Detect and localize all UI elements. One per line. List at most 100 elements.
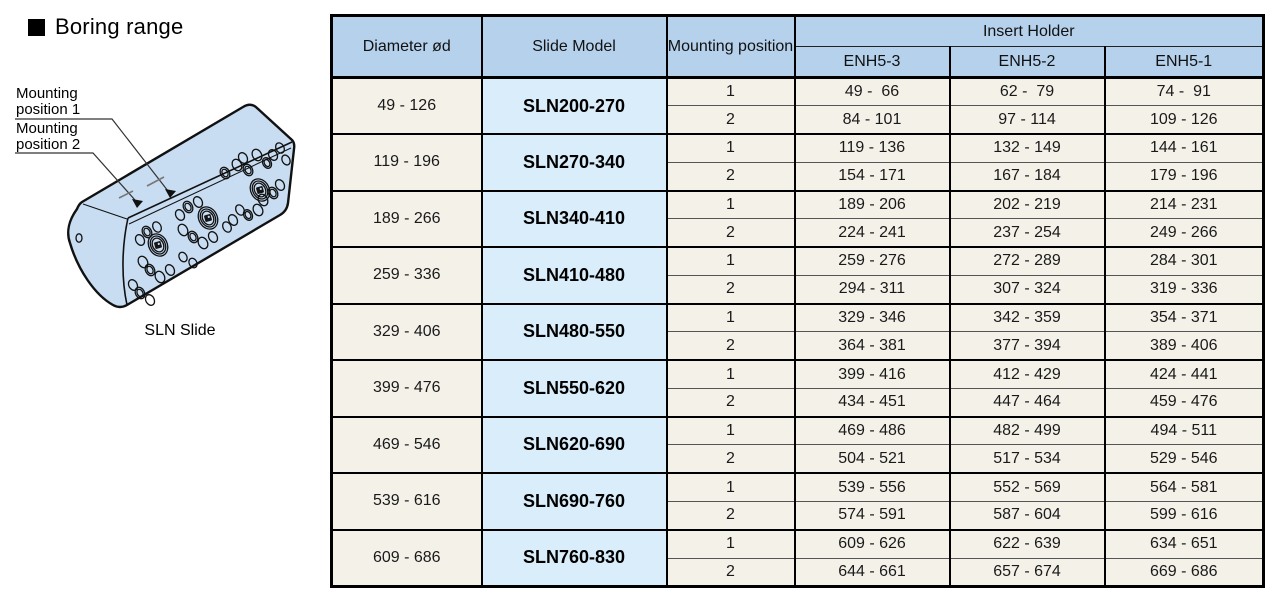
enh5-1-cell: 109 - 126: [1103, 105, 1265, 136]
table-row: 329 - 406 SLN480-550 1 329 - 346 342 - 3…: [330, 303, 1265, 362]
socket-hole-right: [249, 178, 271, 202]
enh5-1-cell: 389 - 406: [1103, 331, 1265, 362]
table-row: 399 - 476 SLN550-620 1 399 - 416 412 - 4…: [330, 360, 1265, 418]
enh5-3-cell: 49 - 66: [793, 77, 951, 107]
enh5-3-cell: 154 - 171: [793, 162, 951, 192]
enh5-2-cell: 342 - 359: [948, 303, 1106, 333]
enh5-3-cell: 504 - 521: [793, 444, 951, 475]
enh5-2-cell: 517 - 534: [948, 444, 1106, 475]
table-row: 2 504 - 521 517 - 534 529 - 546: [332, 444, 1265, 475]
mounting-position-cell: 2: [665, 162, 796, 192]
diameter-cell: 539 - 616: [330, 473, 483, 531]
enh5-1-cell: 354 - 371: [1103, 303, 1265, 333]
enh5-3-cell: 329 - 346: [793, 303, 951, 333]
mounting-position-cell: 2: [665, 558, 796, 588]
section-title-label: Boring range: [55, 14, 184, 39]
table-row: 2 224 - 241 237 - 254 249 - 266: [332, 218, 1265, 249]
mounting-position-cell: 1: [665, 190, 796, 220]
enh5-3-cell: 189 - 206: [793, 190, 951, 220]
mounting-position-cell: 1: [665, 473, 796, 502]
diameter-cell: 189 - 266: [330, 190, 483, 249]
enh5-3-cell: 294 - 311: [793, 275, 951, 305]
leader-line-position-2: [15, 152, 136, 201]
enh5-2-cell: 237 - 254: [948, 218, 1106, 249]
mounting-position-cell: 2: [665, 218, 796, 249]
enh5-1-cell: 459 - 476: [1103, 388, 1265, 418]
table-row: 539 - 616 SLN690-760 1 539 - 556 552 - 5…: [330, 473, 1265, 531]
mounting-position-cell: 1: [665, 247, 796, 276]
enh5-2-cell: 97 - 114: [948, 105, 1106, 136]
enh5-3-cell: 259 - 276: [793, 247, 951, 276]
enh5-1-cell: 179 - 196: [1103, 162, 1265, 192]
mounting-position-cell: 1: [665, 416, 796, 446]
mounting-position-cell: 2: [665, 331, 796, 362]
cap-top-edge: [82, 203, 128, 220]
enh5-1-cell: 669 - 686: [1103, 558, 1265, 588]
slide-model-cell: SLN760-830: [480, 529, 668, 588]
table-row: 2 364 - 381 377 - 394 389 - 406: [332, 331, 1265, 362]
socket-hole-left: [147, 233, 169, 257]
enh5-3-cell: 84 - 101: [793, 105, 951, 136]
table-row: 189 - 266 SLN340-410 1 189 - 206 202 - 2…: [330, 190, 1265, 249]
enh5-3-cell: 574 - 591: [793, 501, 951, 531]
enh5-3-cell: 644 - 661: [793, 558, 951, 588]
mounting-position-cell: 1: [665, 360, 796, 389]
enh5-2-cell: 447 - 464: [948, 388, 1106, 418]
enh5-3-cell: 224 - 241: [793, 218, 951, 249]
table-row: 2 154 - 171 167 - 184 179 - 196: [332, 162, 1265, 192]
enh5-1-cell: 214 - 231: [1103, 190, 1265, 220]
enh5-2-cell: 307 - 324: [948, 275, 1106, 305]
header-diameter: Diameter ød: [330, 15, 483, 79]
enh5-2-cell: 132 - 149: [948, 134, 1106, 163]
table-row: 2 294 - 311 307 - 324 319 - 336: [332, 275, 1265, 305]
table-row: 119 - 196 SLN270-340 1 119 - 136 132 - 1…: [330, 134, 1265, 192]
table-row: 2 434 - 451 447 - 464 459 - 476: [332, 388, 1265, 418]
diameter-cell: 469 - 546: [330, 416, 483, 475]
table-row: 2 644 - 661 657 - 674 669 - 686: [332, 558, 1265, 588]
enh5-2-cell: 552 - 569: [948, 473, 1106, 502]
leader-line-position-1: [15, 118, 169, 192]
mounting-position-1-label: Mounting position 1: [16, 85, 81, 118]
enh5-1-cell: 144 - 161: [1103, 134, 1265, 163]
enh5-1-cell: 284 - 301: [1103, 247, 1265, 276]
mounting-position-cell: 1: [665, 77, 796, 107]
enh5-1-cell: 564 - 581: [1103, 473, 1265, 502]
table-row: 469 - 546 SLN620-690 1 469 - 486 482 - 4…: [330, 416, 1265, 475]
top-edge: [127, 141, 293, 219]
enh5-2-cell: 377 - 394: [948, 331, 1106, 362]
enh5-1-cell: 74 - 91: [1103, 77, 1265, 107]
enh5-3-cell: 539 - 556: [793, 473, 951, 502]
enh5-2-cell: 412 - 429: [948, 360, 1106, 389]
mounting-position-cell: 1: [665, 134, 796, 163]
table-row: 259 - 336 SLN410-480 1 259 - 276 272 - 2…: [330, 247, 1265, 305]
slide-model-cell: SLN620-690: [480, 416, 668, 475]
enh5-1-cell: 634 - 651: [1103, 529, 1265, 559]
enh5-3-cell: 399 - 416: [793, 360, 951, 389]
diameter-cell: 609 - 686: [330, 529, 483, 588]
mounting-position-cell: 2: [665, 105, 796, 136]
enh5-1-cell: 249 - 266: [1103, 218, 1265, 249]
enh5-3-cell: 434 - 451: [793, 388, 951, 418]
diameter-cell: 259 - 336: [330, 247, 483, 305]
enh5-2-cell: 62 - 79: [948, 77, 1106, 107]
slide-model-cell: SLN340-410: [480, 190, 668, 249]
mounting-position-cell: 1: [665, 303, 796, 333]
sln-slide-illustration: [15, 103, 296, 309]
header-enh5-3: ENH5-3: [793, 46, 951, 79]
enh5-3-cell: 609 - 626: [793, 529, 951, 559]
mounting-position-cell: 2: [665, 444, 796, 475]
enh5-1-cell: 529 - 546: [1103, 444, 1265, 475]
enh5-2-cell: 272 - 289: [948, 247, 1106, 276]
slide-block-body: [67, 103, 296, 309]
mounting-position-cell: 2: [665, 501, 796, 531]
boring-range-table: Diameter ød Slide Model Mounting positio…: [330, 14, 1266, 588]
table-row: 2 84 - 101 97 - 114 109 - 126: [332, 105, 1265, 136]
mounting-position-2-label: Mounting position 2: [16, 120, 81, 153]
slide-model-cell: SLN690-760: [480, 473, 668, 531]
enh5-2-cell: 482 - 499: [948, 416, 1106, 446]
mounting-position-cell: 2: [665, 388, 796, 418]
boring-range-table-container: Diameter ød Slide Model Mounting positio…: [330, 14, 1266, 588]
header-enh5-2: ENH5-2: [948, 46, 1106, 79]
header-enh5-1: ENH5-1: [1103, 46, 1265, 79]
mounting-position-1-marker-icon: [165, 189, 176, 198]
